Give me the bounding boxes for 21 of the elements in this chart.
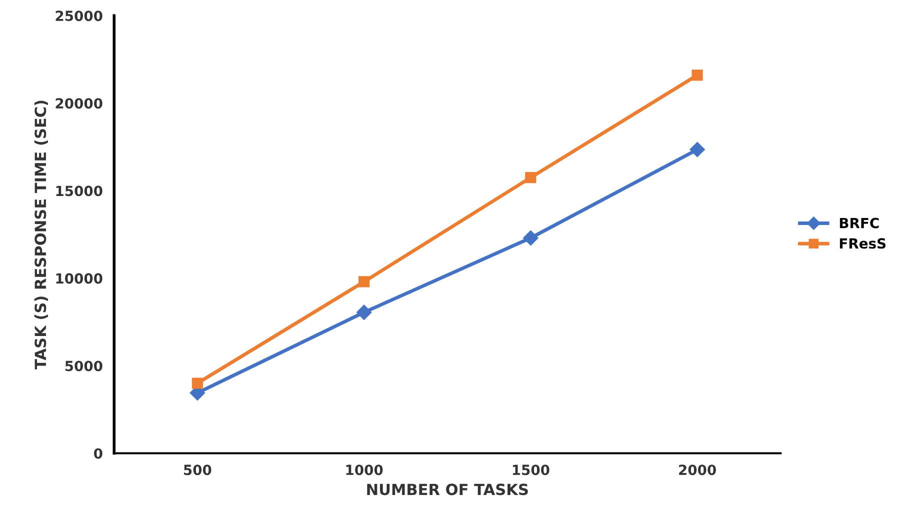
y-tick-label: 25000 xyxy=(56,10,102,22)
x-tick-label: 2000 xyxy=(679,464,716,476)
point xyxy=(523,230,538,246)
y-tick-label: 20000 xyxy=(56,98,102,109)
point xyxy=(525,172,536,184)
x-tick-label: 1000 xyxy=(346,464,383,476)
y-tick-label: 5000 xyxy=(65,360,102,372)
x-tick-label: 500 xyxy=(184,464,212,476)
point xyxy=(192,378,203,389)
point xyxy=(692,70,703,81)
point xyxy=(690,142,705,158)
y-tick-label: 15000 xyxy=(56,186,102,196)
point xyxy=(356,304,372,320)
legend-label: BRFC xyxy=(840,218,879,228)
legend-label: FResS xyxy=(840,238,886,249)
y-tick-label: 10000 xyxy=(56,273,102,284)
y-axis-title: TASK (S) RESPONSE TIME (SEC) xyxy=(34,100,48,370)
x-tick-label: 1500 xyxy=(512,464,550,476)
x-axis-title: NUMBER OF TASKS xyxy=(367,484,528,496)
y-tick-label: 0 xyxy=(94,448,102,459)
point xyxy=(358,276,370,288)
